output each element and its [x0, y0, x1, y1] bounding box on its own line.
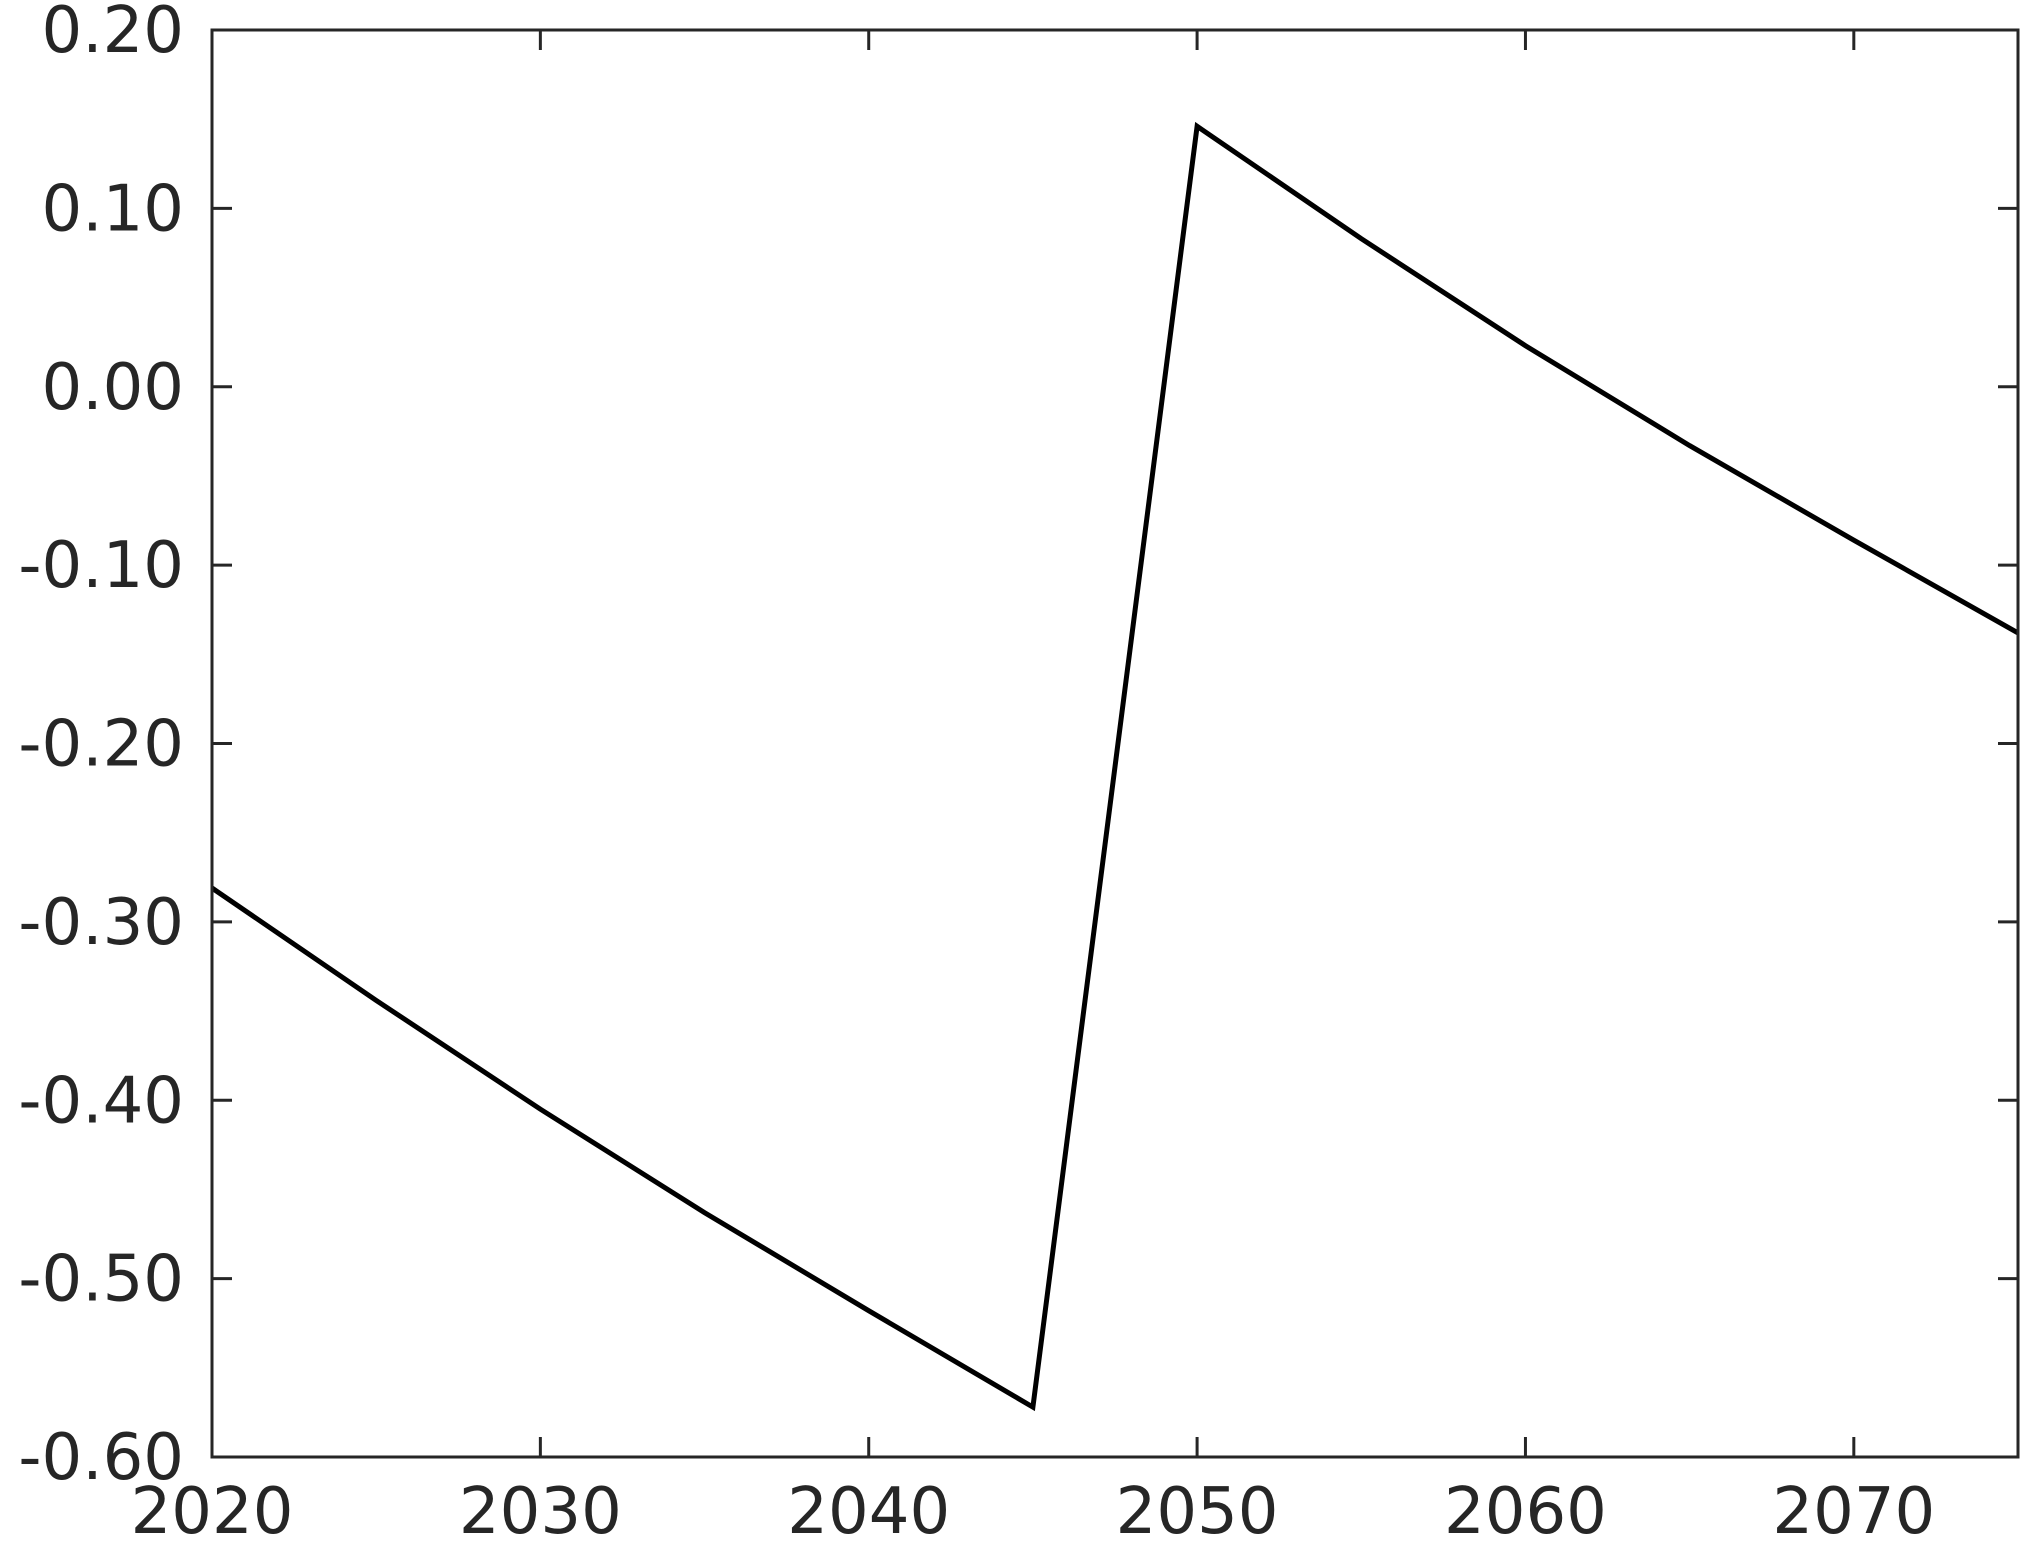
y-tick-label: -0.60: [18, 1421, 184, 1495]
y-tick-label: 0.20: [42, 0, 185, 68]
y-tick-label: -0.40: [18, 1064, 184, 1138]
axes-frame: [210, 28, 2020, 1459]
x-tick-label: 2040: [787, 1475, 950, 1549]
y-axis: -0.60 -0.50 -0.40 -0.30 -0.20 -0.10 0.00 0.10 0.…: [18, 0, 2018, 1495]
y-tick-label: 0.00: [42, 351, 185, 425]
x-tick-label: 2060: [1444, 1475, 1607, 1549]
x-tick-label: 2050: [1116, 1475, 1279, 1549]
series-line-0: [210, 121, 2020, 1412]
x-axis: 2020 2030 2040 2050 2060 2070: [131, 30, 1935, 1549]
x-tick-label: 2020: [131, 1475, 294, 1549]
plot-series: [210, 121, 2020, 1412]
y-tick-label: 0.10: [42, 172, 185, 246]
y-tick-label: -0.30: [18, 886, 184, 960]
y-tick-label: -0.20: [18, 708, 184, 782]
y-tick-label: -0.50: [18, 1243, 184, 1317]
x-tick-label: 2070: [1772, 1475, 1935, 1549]
x-tick-label: 2030: [459, 1475, 622, 1549]
y-tick-label: -0.10: [18, 529, 184, 603]
